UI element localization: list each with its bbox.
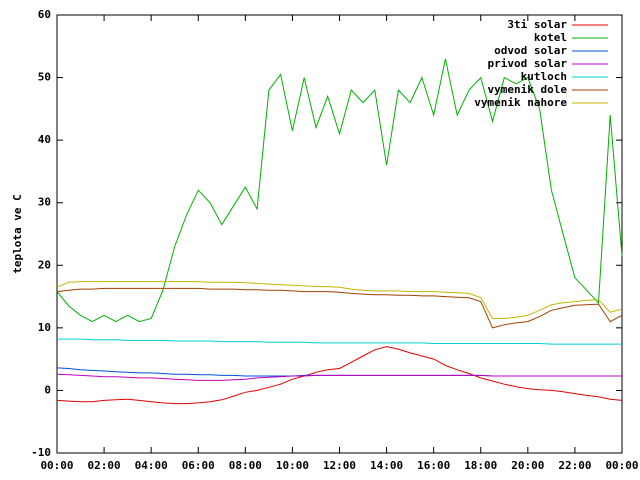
legend-label: vymenik nahore bbox=[474, 96, 567, 109]
y-tick-label: -10 bbox=[31, 446, 51, 459]
y-tick-label: 10 bbox=[38, 321, 51, 334]
x-tick-label: 18:00 bbox=[464, 459, 497, 472]
series-line bbox=[56, 346, 623, 405]
legend-label: vymenik dole bbox=[488, 83, 568, 96]
x-tick-label: 14:00 bbox=[370, 459, 403, 472]
y-tick-label: 50 bbox=[38, 71, 51, 84]
x-tick-label: 12:00 bbox=[323, 459, 356, 472]
series-line bbox=[56, 373, 622, 381]
legend-label: privod solar bbox=[488, 57, 568, 70]
x-tick-label: 00:00 bbox=[605, 459, 638, 472]
legend-label: odvod solar bbox=[494, 44, 567, 57]
y-tick-label: 40 bbox=[38, 133, 51, 146]
legend-label: 3ti solar bbox=[507, 18, 567, 31]
x-tick-label: 08:00 bbox=[229, 459, 262, 472]
x-tick-label: 02:00 bbox=[88, 459, 121, 472]
series-line bbox=[56, 367, 622, 377]
y-tick-label: 30 bbox=[38, 196, 51, 209]
series-line bbox=[57, 338, 622, 345]
legend-label: kotel bbox=[534, 31, 567, 44]
x-tick-label: 22:00 bbox=[558, 459, 591, 472]
x-tick-label: 16:00 bbox=[417, 459, 450, 472]
x-tick-label: 00:00 bbox=[40, 459, 73, 472]
y-tick-label: 60 bbox=[38, 8, 51, 21]
legend-label: kutloch bbox=[521, 70, 567, 83]
x-tick-label: 20:00 bbox=[511, 459, 544, 472]
series-line bbox=[56, 58, 623, 323]
series-line bbox=[56, 287, 623, 329]
x-tick-label: 06:00 bbox=[182, 459, 215, 472]
x-tick-label: 10:00 bbox=[276, 459, 309, 472]
y-axis-label: teplota ve C bbox=[11, 194, 24, 273]
series-line bbox=[56, 281, 623, 319]
y-tick-label: 20 bbox=[38, 258, 51, 271]
x-tick-label: 04:00 bbox=[135, 459, 168, 472]
y-tick-label: 0 bbox=[44, 383, 51, 396]
